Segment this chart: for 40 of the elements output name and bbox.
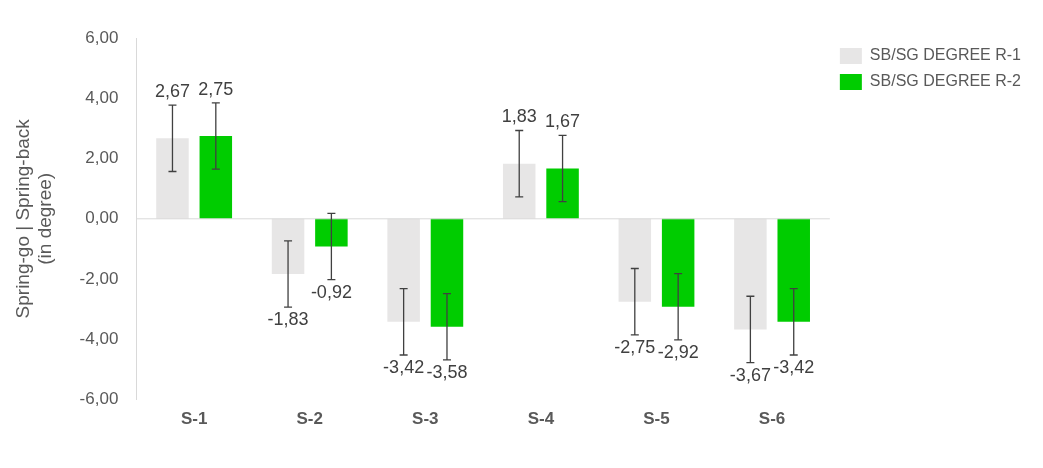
data-label: -0,92 [310,281,352,302]
bar [430,218,464,327]
data-label: -3,42 [383,356,425,377]
x-tick-label: S-6 [758,409,786,429]
data-label: -3,67 [729,364,771,385]
x-tick-label: S-4 [527,409,555,429]
bar [546,168,579,219]
y-tick-label: 6,00 [85,27,119,47]
x-tick-label: S-2 [296,409,323,429]
y-tick-label: 0,00 [85,208,119,228]
data-label: -2,75 [614,336,656,357]
y-tick-label: -6,00 [79,389,119,409]
data-label: 2,75 [198,78,234,99]
x-tick-label: S-5 [643,409,670,429]
bar [387,218,420,322]
bar [199,135,233,219]
y-tick-label: -4,00 [79,329,119,349]
y-tick-label: 2,00 [85,148,119,168]
legend-label: SB/SG DEGREE R-2 [869,72,1022,90]
data-label: -3,58 [426,361,468,382]
data-label: 2,67 [154,81,190,102]
bar [661,218,695,307]
data-label: 1,83 [501,106,537,127]
data-label: -1,83 [267,309,309,330]
bar [618,218,652,302]
data-label: -3,42 [773,356,815,377]
x-tick-label: S-1 [180,409,208,429]
bar [271,218,305,274]
bar [734,218,767,330]
bar [156,138,189,219]
y-tick-label: -2,00 [79,268,119,288]
bar [777,218,810,322]
legend-label: SB/SG DEGREE R-1 [869,46,1022,64]
y-axis-title: Spring-go | Spring-back (in degree) [11,118,56,319]
data-label: -2,92 [657,341,699,362]
bar [315,218,348,247]
y-tick-label: 4,00 [85,87,119,107]
bar [502,163,536,219]
x-tick-label: S-3 [412,409,439,429]
data-label: 1,67 [545,111,581,132]
